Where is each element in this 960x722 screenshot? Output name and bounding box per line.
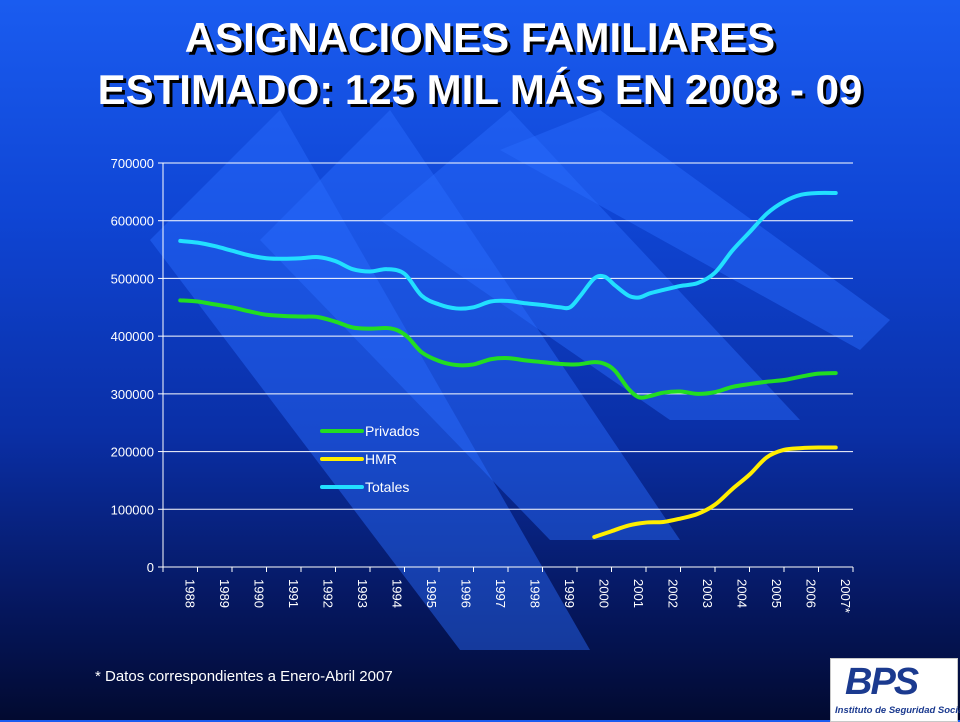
bps-logo-subtitle: Instituto de Seguridad Social <box>835 705 960 716</box>
x-tick-label: 1997 <box>493 579 508 608</box>
x-tick-label: 1988 <box>182 579 197 608</box>
y-tick-label: 400000 <box>111 329 154 344</box>
x-axis-tick-labels: 1988 1989 1990 1991 1992 1993 1994 1995 1996 1997… <box>182 579 853 613</box>
x-tick-label: 1989 <box>217 579 232 608</box>
slide-title: ASIGNACIONES FAMILIARES ESTIMADO: 125 MI… <box>0 12 960 116</box>
y-tick-label: 500000 <box>111 271 154 286</box>
x-tick-label: 1992 <box>320 579 335 608</box>
x-tick-label: 2003 <box>700 579 715 608</box>
chart-series-lines <box>178 190 838 539</box>
title-line-2: ESTIMADO: 125 MIL MÁS EN 2008 - 09 <box>97 66 863 113</box>
x-tick-label: 2007* <box>838 579 853 613</box>
series-line-totales <box>178 190 838 311</box>
series-line-hmr <box>592 445 838 539</box>
footnote: * Datos correspondientes a Enero-Abril 2… <box>95 668 393 685</box>
bps-logo-mark: BPS <box>845 661 919 703</box>
chart-axes <box>158 162 854 572</box>
y-tick-label: 600000 <box>111 214 154 229</box>
x-tick-label: 1990 <box>251 579 266 608</box>
y-tick-label: 700000 <box>111 156 154 171</box>
background-stripe <box>500 110 890 350</box>
background-stripe <box>380 110 800 420</box>
x-tick-label: 1999 <box>562 579 577 608</box>
x-tick-label: 2005 <box>769 579 784 608</box>
chart-gridlines <box>163 162 853 510</box>
bps-logo: BPS Instituto de Seguridad Social <box>830 658 960 722</box>
y-tick-label: 200000 <box>111 445 154 460</box>
x-tick-label: 1994 <box>389 579 404 608</box>
x-tick-label: 1998 <box>527 579 542 608</box>
background-diagonal-stripes <box>150 110 890 650</box>
background-stripe <box>260 110 680 540</box>
y-tick-label: 100000 <box>111 502 154 517</box>
legend-label-hmr: HMR <box>365 451 397 467</box>
x-tick-label: 2002 <box>665 579 680 608</box>
series-line-privados <box>178 298 838 400</box>
y-tick-label: 0 <box>147 560 154 575</box>
x-tick-label: 1993 <box>355 579 370 608</box>
title-line-1: ASIGNACIONES FAMILIARES <box>184 14 776 61</box>
y-tick-label: 300000 <box>111 387 154 402</box>
legend-label-privados: Privados <box>365 423 419 439</box>
legend-label-totales: Totales <box>365 479 409 495</box>
x-tick-label: 1995 <box>424 579 439 608</box>
x-tick-label: 1996 <box>458 579 473 608</box>
chart-legend: Privados HMR Totales <box>320 423 419 495</box>
x-tick-label: 2000 <box>596 579 611 608</box>
x-tick-label: 2001 <box>631 579 646 608</box>
x-tick-label: 2004 <box>734 579 749 608</box>
background-stripe <box>150 110 590 650</box>
x-tick-label: 2006 <box>803 579 818 608</box>
x-tick-label: 1991 <box>286 579 301 608</box>
y-axis-tick-labels: 0 100000 200000 300000 400000 500000 600000 700… <box>111 156 154 575</box>
